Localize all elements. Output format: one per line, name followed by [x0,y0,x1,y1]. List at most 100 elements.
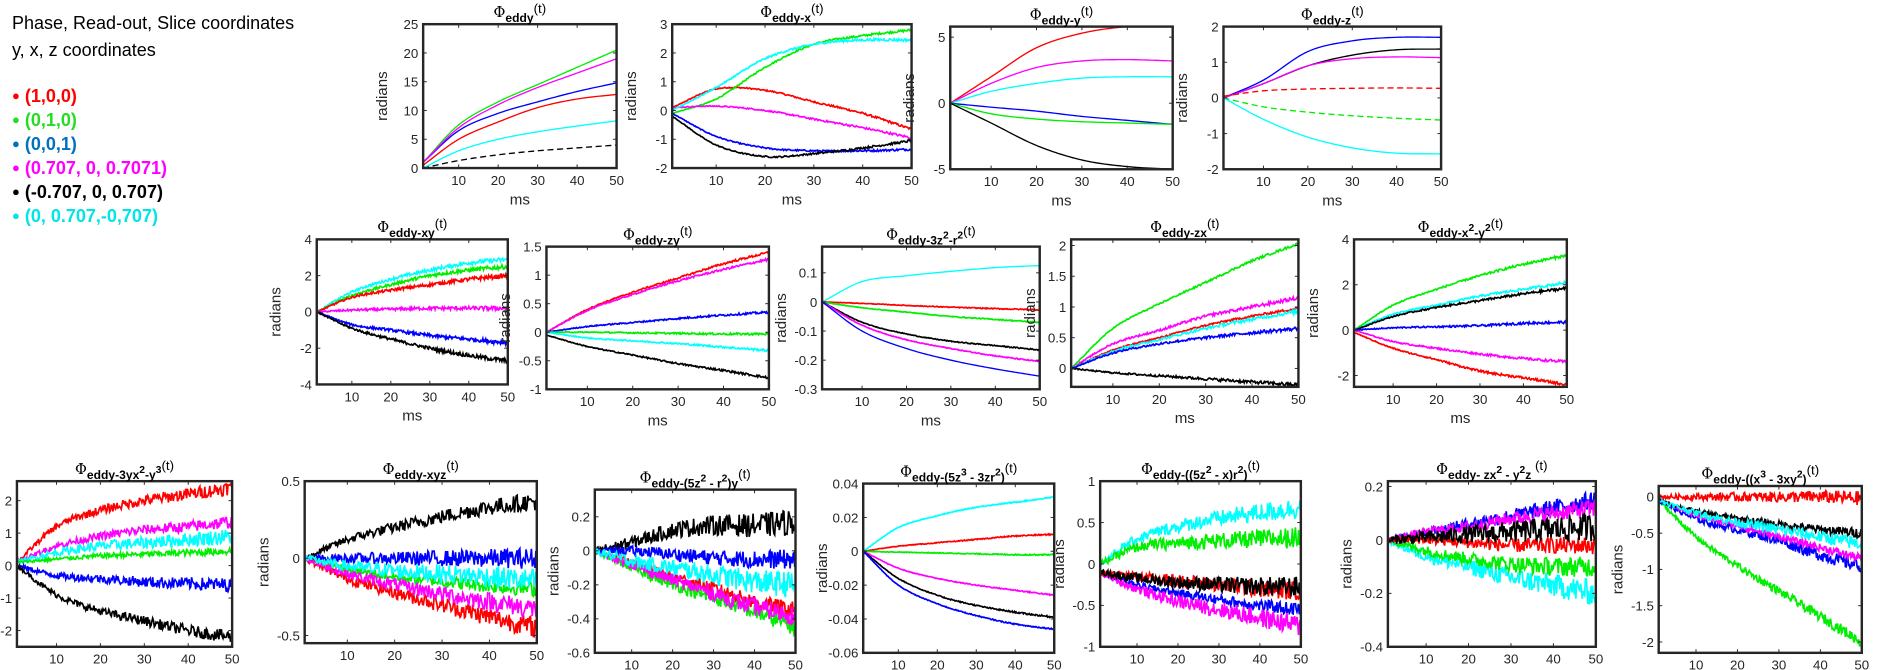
x-tick-label: 50 [1293,652,1308,667]
y-tick-label: -2 [656,161,668,176]
legend-item-label: (0,1,0) [24,110,77,130]
x-tick-label: 20 [1300,174,1315,189]
x-tick-label: 40 [1516,392,1531,407]
title-run: Φ [900,464,912,480]
axes-box [1386,479,1598,648]
legend-item-label: (0,0,1) [24,134,77,154]
chart-title: Φeddy-zy(t) [623,224,692,247]
x-tick-label: 50 [762,394,777,409]
bullet-icon: ● [12,112,20,127]
chart-eddy-5z2-r2-y: 1020304050-0.6-0.4-0.200.2msradiansΦeddy… [546,467,803,670]
title-run: eddy-3z [898,233,943,247]
y-tick-label: -1 [0,591,12,606]
series-line-(0, 0.707,-0,707) [1100,500,1301,567]
series-line-(0, 0.707,-0,707) [1071,307,1299,369]
chart-title: Φeddy- zx2 - y2z (t) [1436,458,1547,481]
y-tick-label: 2 [1211,19,1218,34]
title-run: 2 [1797,470,1803,481]
series-line-(-0.707, 0, 0.707) [594,509,796,555]
series-line-(-0.707, 0, 0.707) [863,550,1055,619]
series-line-(0, 0.707,-0,707) [1223,97,1442,155]
x-tick-label: 30 [1198,392,1213,407]
series-line-(-0.707, 0, 0.707) [316,311,508,365]
y-tick-label: -0.5 [1631,526,1654,541]
y-tick-label: -2 [1642,635,1654,650]
title-run: 2 [1496,465,1502,476]
x-tick-label: 20 [930,658,945,670]
y-tick-label: -0.2 [567,578,590,593]
x-axis-label: ms [1175,410,1196,427]
x-tick-label: 30 [137,652,152,667]
legend-header-line1: Phase, Read-out, Slice coordinates [12,13,295,33]
x-tick-label: 10 [1386,392,1401,407]
y-tick-label: 10 [404,103,419,118]
y-axis-label: radians [814,543,831,593]
title-run: - y [1502,468,1520,482]
title-run: (t) [446,458,459,473]
title-run: eddy-xy [389,226,435,240]
chart-eddy-z: 10 20 30 40 50 -2 -1 0 1 2 ms radians Φeddy-z(t) [1174,4,1448,210]
title-run: eddy-((5z [1153,468,1206,482]
chart-title: Φeddy-3yx2-y3(t) [75,458,174,481]
series-line-(1,0,0) [316,271,508,313]
series-line-(1,0,0) [16,482,233,565]
x-tick-label: 50 [788,658,803,670]
series-line-(0, 0.707,-0,707) [316,256,508,314]
plot-area [1223,36,1442,155]
series-line-(0.707, 0, 0.7071) [1100,569,1301,636]
y-tick-label: 0.02 [833,510,859,525]
axes-box [593,488,797,655]
plot-area [304,493,537,638]
bullet-icon: ● [12,160,20,175]
series-line-(0,1,0) [672,28,912,115]
y-axis-label: radians [255,537,272,587]
title-run: 2 [701,473,707,484]
title-run: (t) [1005,461,1018,476]
x-tick-label: 20 [1152,392,1167,407]
title-run: (t) [1207,216,1220,231]
series-line-(-0.707, 0, 0.707) [1100,567,1301,597]
title-run: 2 [1238,465,1244,476]
y-tick-label: -0.1 [794,324,817,339]
x-tick-label: 30 [1772,658,1787,670]
y-tick-label: -0.04 [828,612,858,627]
series-line-(0.707, 0, 0.7071) [1387,499,1596,543]
title-run: ) [1243,468,1247,482]
x-tick-label: 30 [806,173,821,188]
y-tick-label: -4 [300,377,312,392]
title-run: (t) [1081,4,1094,19]
y-tick-label: -1 [1642,562,1654,577]
y-tick-label: 20 [404,46,419,61]
chart-eddy: 10 20 30 40 50 0 5 10 15 20 25 ms radians Φeddy(t) [374,1,624,208]
chart-eddy-5z2-x-r2: 1020304050-1-0.500.51msradiansΦeddy-((5z… [1051,458,1308,667]
x-tick-label: 10 [984,174,999,189]
x-tick-label: 10 [580,394,595,409]
series-line-(-0.707, 0, 0.707) [822,301,1040,352]
series-line-(0.707, 0, 0.7071) [950,58,1173,104]
x-tick-label: 30 [969,658,984,670]
y-tick-label: -0.2 [1360,586,1383,601]
title-run: ) [1001,470,1005,484]
x-tick-label: 50 [904,173,919,188]
x-tick-label: 10 [1419,652,1434,667]
series-line-(0.707, 0, 0.7071) [16,516,233,565]
x-tick-label: 20 [1171,652,1186,667]
title-run: (t) [963,224,976,239]
series-line-(0, 0.707,-0,707) [594,547,796,598]
x-tick-label: 10 [624,658,639,670]
x-tick-label: 30 [1504,652,1519,667]
series-line-(0,1,0) [863,550,1055,557]
legend-item-label: (-0.707, 0, 0.707) [24,182,163,202]
title-run: (t) [738,467,751,482]
x-tick-label: 10 [1256,174,1271,189]
title-run: (t) [1351,4,1364,19]
title-run: 2 [1206,465,1212,476]
title-run: 2 [722,473,728,484]
y-tick-label: 0.5 [523,297,541,312]
title-run: Φ [886,227,898,243]
x-tick-label: 40 [747,658,762,670]
legend-item-label: (0.707, 0, 0.7071) [24,158,167,178]
plot-area [1387,490,1596,605]
x-tick-label: 50 [1032,394,1047,409]
